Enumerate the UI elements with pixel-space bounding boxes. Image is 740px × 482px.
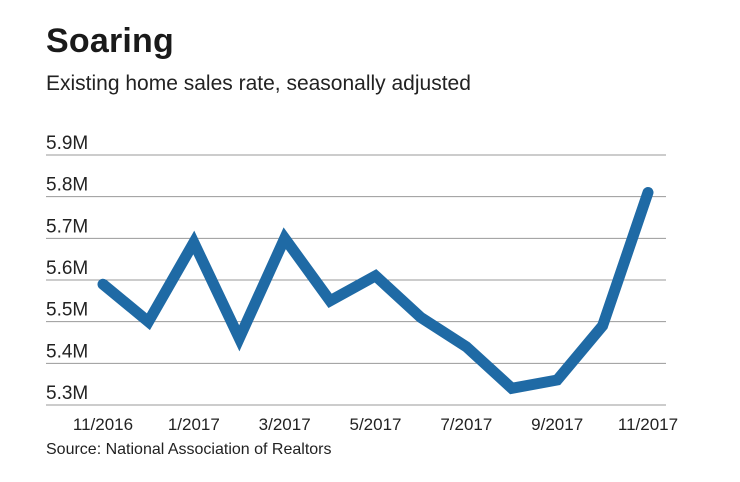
y-tick-label: 5.8M xyxy=(46,175,88,196)
x-tick-label: 11/2016 xyxy=(73,415,133,434)
y-tick-label: 5.5M xyxy=(46,300,88,321)
x-tick-label: 3/2017 xyxy=(259,415,311,434)
x-tick-label: 7/2017 xyxy=(440,415,492,434)
series-line xyxy=(97,187,654,395)
chart-title: Soaring xyxy=(46,22,174,60)
y-tick-label: 5.4M xyxy=(46,341,88,362)
y-tick-label: 5.7M xyxy=(46,216,88,237)
y-tick-label: 5.3M xyxy=(46,383,88,404)
chart-subtitle: Existing home sales rate, seasonally adj… xyxy=(46,72,471,95)
y-tick-label: 5.9M xyxy=(46,133,88,154)
x-tick-label: 1/2017 xyxy=(168,415,220,434)
x-tick-label: 9/2017 xyxy=(531,415,583,434)
x-tick-label: 5/2017 xyxy=(350,415,402,434)
y-tick-label: 5.6M xyxy=(46,258,88,279)
x-tick-label: 11/2017 xyxy=(618,415,678,434)
source-note: Source: National Association of Realtors xyxy=(46,441,332,458)
